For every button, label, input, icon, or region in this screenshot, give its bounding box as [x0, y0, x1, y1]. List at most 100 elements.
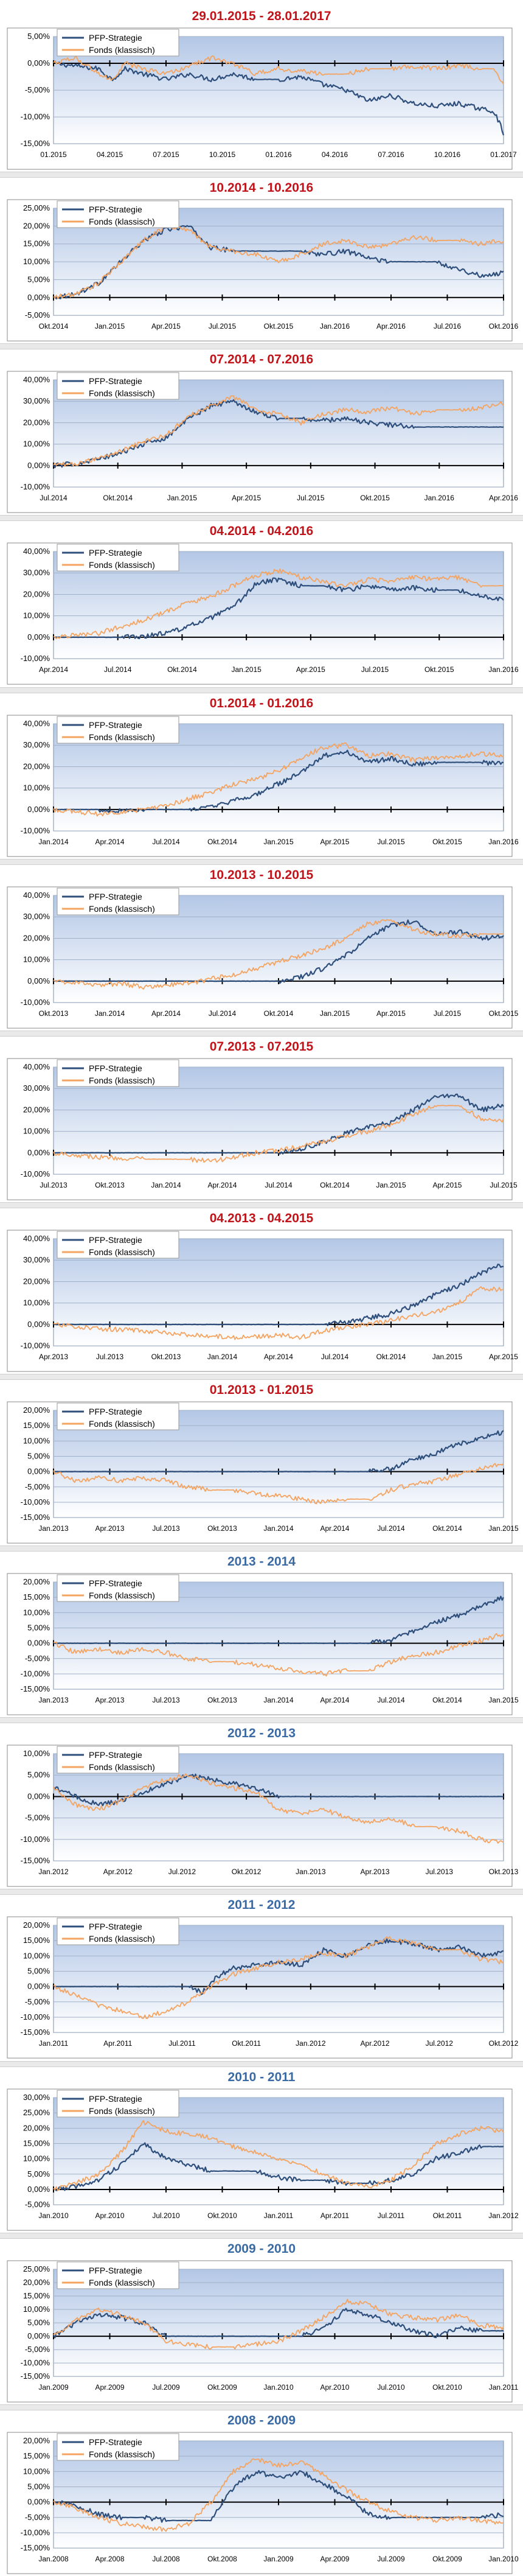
x-tick-label: 04.2015 — [97, 150, 123, 159]
y-tick-label: 15,00% — [23, 239, 50, 248]
legend-label: PFP-Strategie — [89, 892, 142, 901]
x-tick-label: Jan.2014 — [263, 1524, 294, 1533]
x-tick-label: Okt.2013 — [489, 1867, 519, 1876]
series-line-fund — [53, 1936, 504, 2019]
y-tick-label: 5,00% — [27, 1966, 50, 1975]
chart-panel: 2012 - 2013 -15,00% -10,00% -5,00% 0,00% 5,00… — [0, 1717, 523, 1889]
x-tick-label: Jan.2010 — [38, 2211, 69, 2220]
panel-separator — [0, 1545, 523, 1552]
x-tick-label: Okt.2014 — [39, 322, 69, 331]
legend: PFP-Strategie Fonds (klassisch) — [57, 716, 179, 744]
x-tick-label: Jan.2016 — [488, 665, 519, 674]
y-tick-label: -10,00% — [21, 1669, 50, 1678]
legend: PFP-Strategie Fonds (klassisch) — [57, 887, 179, 915]
x-tick-label: 04.2016 — [322, 150, 348, 159]
x-tick-label: Okt.2009 — [432, 2555, 462, 2563]
x-tick-label: Apr.2014 — [151, 1009, 181, 1018]
y-tick-label: 0,00% — [27, 1982, 50, 1991]
x-tick-label: Jul.2015 — [361, 665, 389, 674]
x-tick-label: Jan.2014 — [151, 1181, 181, 1189]
x-tick-label: Jan.2015 — [488, 1524, 519, 1533]
panel-separator — [0, 687, 523, 693]
x-tick-label: Jul.2011 — [378, 2211, 405, 2220]
x-tick-label: Okt.2013 — [95, 1181, 125, 1189]
y-tick-label: 20,00% — [23, 1577, 50, 1586]
legend-label: PFP-Strategie — [89, 548, 142, 558]
y-tick-label: 20,00% — [23, 1920, 50, 1930]
x-tick-label: Apr.2015 — [432, 1181, 462, 1189]
x-tick-label: Jul.2011 — [168, 2039, 196, 2048]
chart-title: 07.2014 - 07.2016 — [209, 352, 314, 366]
y-tick-label: 20,00% — [23, 1105, 50, 1114]
x-tick-label: Jul.2015 — [490, 1181, 518, 1189]
x-tick-label: Apr.2014 — [208, 1181, 237, 1189]
legend-label: Fonds (klassisch) — [89, 45, 155, 55]
y-tick-label: 10,00% — [23, 257, 50, 266]
x-tick-label: Jul.2013 — [152, 1696, 180, 1704]
x-tick-label: Okt.2011 — [232, 2039, 261, 2048]
chart-title: 01.2014 - 01.2016 — [209, 696, 314, 710]
y-tick-label: 0,00% — [27, 1639, 50, 1648]
x-tick-label: Jan.2015 — [231, 665, 262, 674]
y-tick-label: 25,00% — [23, 2264, 50, 2273]
legend-label: PFP-Strategie — [89, 1750, 142, 1760]
y-tick-label: -10,00% — [21, 2012, 50, 2021]
y-tick-label: 20,00% — [23, 933, 50, 942]
y-tick-label: -5,00% — [25, 2345, 50, 2354]
x-tick-label: Jul.2013 — [96, 1353, 124, 1361]
legend-label: Fonds (klassisch) — [89, 2449, 155, 2459]
panel-separator — [0, 859, 523, 865]
chart-panel: 10.2013 - 10.2015 -10,00% 0,00% 10,00% 20,00… — [0, 859, 523, 1031]
x-tick-label: Apr.2013 — [95, 1524, 125, 1533]
y-tick-label: 40,00% — [23, 719, 50, 728]
x-tick-label: Okt.2011 — [433, 2211, 462, 2220]
y-tick-label: 0,00% — [27, 632, 50, 642]
line-chart: -15,00% -10,00% -5,00% 0,00% 5,00% 01.2015 04.… — [7, 27, 517, 170]
y-tick-label: 25,00% — [23, 2108, 50, 2117]
line-chart: -10,00% 0,00% 10,00% 20,00% 30,00% 40,00% Jul.… — [7, 1058, 518, 1200]
x-tick-label: Apr.2014 — [39, 665, 68, 674]
x-tick-label: Apr.2015 — [376, 1009, 406, 1018]
panel-separator — [0, 1889, 523, 1895]
series-line-strategy — [53, 1263, 504, 1326]
x-tick-label: Okt.2013 — [151, 1353, 181, 1361]
x-tick-label: Apr.2016 — [376, 322, 406, 331]
x-tick-label: Jan.2012 — [296, 2039, 326, 2048]
line-chart: -5,00% 0,00% 5,00% 10,00% 15,00% 20,00% 25,00%… — [7, 2088, 519, 2231]
x-tick-label: Jul.2012 — [426, 2039, 454, 2048]
x-tick-label: Jul.2014 — [40, 494, 68, 502]
y-tick-label: 20,00% — [23, 1276, 50, 1286]
legend: PFP-Strategie Fonds (klassisch) — [57, 200, 179, 228]
chart-title: 04.2014 - 04.2016 — [209, 524, 314, 538]
series-line-fund — [53, 1773, 504, 1844]
x-tick-label: Jul.2009 — [152, 2383, 180, 2392]
x-tick-label: Jan.2010 — [263, 2383, 294, 2392]
y-tick-label: 40,00% — [23, 1234, 50, 1243]
x-tick-label: Apr.2009 — [320, 2555, 350, 2563]
x-tick-label: 07.2016 — [378, 150, 404, 159]
y-tick-label: -15,00% — [21, 139, 50, 148]
x-tick-label: Apr.2012 — [361, 2039, 390, 2048]
x-tick-label: Okt.2015 — [264, 322, 294, 331]
chart-panel: 2010 - 2011 -5,00% 0,00% 5,00% 10,00% 15,00% 2… — [0, 2061, 523, 2233]
y-tick-label: 0,00% — [27, 976, 50, 985]
y-tick-label: 15,00% — [23, 2451, 50, 2460]
series-line-strategy — [53, 60, 505, 136]
x-tick-label: 01.2015 — [40, 150, 67, 159]
x-tick-label: Jan.2011 — [489, 2383, 519, 2392]
series-line-fund — [53, 742, 504, 817]
x-tick-label: Apr.2008 — [95, 2555, 125, 2563]
y-tick-label: 0,00% — [27, 2185, 50, 2194]
chart-title: 2013 - 2014 — [227, 1555, 296, 1569]
y-tick-label: -10,00% — [21, 826, 50, 835]
x-tick-label: Okt.2013 — [207, 1524, 237, 1533]
x-tick-label: Jul.2013 — [40, 1181, 68, 1189]
y-tick-label: 0,00% — [27, 1791, 50, 1801]
x-tick-label: Jul.2014 — [265, 1181, 293, 1189]
y-tick-label: 10,00% — [23, 1951, 50, 1960]
x-tick-label: Jan.2016 — [424, 494, 455, 502]
x-tick-label: Jan.2014 — [207, 1353, 238, 1361]
x-tick-label: Jul.2015 — [434, 1009, 462, 1018]
legend-label: PFP-Strategie — [89, 1063, 142, 1073]
